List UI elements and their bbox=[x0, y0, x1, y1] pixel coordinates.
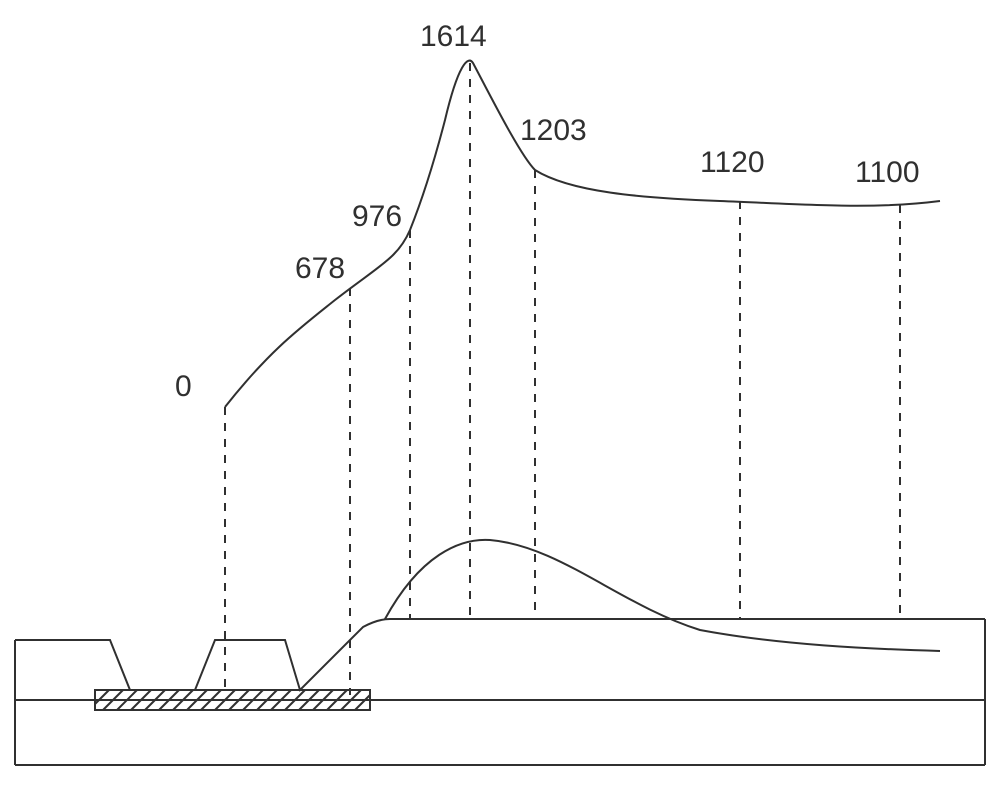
hatch-line bbox=[95, 690, 109, 704]
value-label: 1100 bbox=[855, 156, 920, 190]
diagram-svg bbox=[0, 0, 1000, 785]
diagram-container: 0 678976 1614 1203 1120 1100 bbox=[0, 0, 1000, 785]
value-label: 976 bbox=[352, 200, 402, 234]
value-label: 1120 bbox=[700, 146, 765, 180]
value-label: 678 bbox=[295, 252, 345, 286]
surface-profile bbox=[15, 619, 985, 690]
upper-curve bbox=[225, 61, 940, 407]
hatch-line bbox=[369, 709, 370, 710]
value-label: 1614 bbox=[420, 20, 487, 54]
value-label: 1203 bbox=[520, 114, 587, 148]
hatch-line bbox=[355, 695, 370, 710]
value-label: 0 bbox=[175, 370, 192, 404]
inner-curve bbox=[385, 540, 940, 651]
